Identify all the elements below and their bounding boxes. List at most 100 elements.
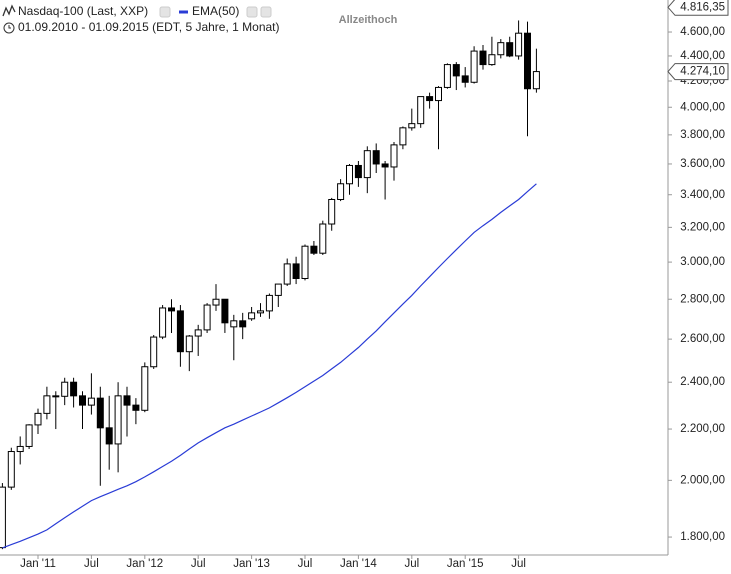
candle-body <box>185 335 193 353</box>
x-tick-label: Jul <box>84 558 99 570</box>
candle-body <box>221 298 229 324</box>
ema-line <box>2 183 537 549</box>
chart-icon <box>2 4 16 17</box>
x-tick-label: Jul <box>191 558 206 570</box>
settings-icon[interactable] <box>159 6 171 18</box>
candle-body <box>176 310 184 353</box>
y-tick-label: 3.800,00 <box>680 129 725 141</box>
candle-body <box>34 412 42 426</box>
y-tick-label: 4.400,00 <box>680 50 725 62</box>
candle-body <box>114 395 122 445</box>
candle-body <box>96 397 104 429</box>
x-tick-label: Jan '15 <box>447 558 484 570</box>
x-tick-label: Jan '13 <box>233 558 270 570</box>
y-tick-label: 3.000,00 <box>680 256 725 268</box>
candle-body <box>248 312 256 320</box>
candle-body <box>265 294 273 312</box>
candle-body <box>257 310 264 314</box>
settings-icon[interactable] <box>246 6 258 18</box>
candle-body <box>79 395 86 406</box>
candle-body <box>372 150 380 165</box>
x-tick-label: Jan '14 <box>340 558 377 570</box>
candle-body <box>212 298 220 306</box>
price-marker <box>667 0 729 16</box>
candle-body <box>203 304 211 331</box>
candle-body <box>239 320 247 328</box>
candle-body <box>194 329 202 337</box>
y-tick-label: 4.000,00 <box>680 101 725 113</box>
x-tick-label: Jul <box>404 558 419 570</box>
candle-body <box>16 445 24 453</box>
candle-body <box>461 75 469 83</box>
candle-body <box>488 54 496 66</box>
candle-body <box>283 263 291 285</box>
y-tick-label: 3.200,00 <box>680 221 725 233</box>
candle-body <box>123 395 131 406</box>
candle-body <box>7 451 15 488</box>
legend-label: EMA(50) <box>192 4 239 18</box>
candle-body <box>230 320 238 328</box>
y-tick-label: 3.600,00 <box>680 158 725 170</box>
close-icon[interactable] <box>260 6 272 18</box>
candle-body <box>301 245 309 279</box>
y-tick-label: 3.400,00 <box>680 189 725 201</box>
candle-body <box>70 381 78 397</box>
candle-body <box>506 42 514 57</box>
price-marker-label: 4.816,35 <box>680 1 725 13</box>
x-tick-label: Jan '11 <box>20 558 56 570</box>
candle-body <box>132 404 140 411</box>
annotation: Allzeithoch <box>339 14 398 26</box>
y-tick-label: 2.400,00 <box>680 376 725 388</box>
candle-body <box>515 32 523 57</box>
candle-body <box>497 42 505 56</box>
candle-body <box>337 183 345 201</box>
candle-body <box>292 263 300 279</box>
candle-body <box>25 424 33 447</box>
candle-body <box>310 245 318 254</box>
candle-body <box>105 427 113 445</box>
candle-body <box>274 283 282 296</box>
y-tick-label: 1.800,00 <box>680 531 725 543</box>
header-icons <box>2 4 272 34</box>
candle-body <box>61 381 69 397</box>
candle-body <box>532 71 540 90</box>
x-tick-label: Jul <box>511 558 526 570</box>
candle-body <box>452 64 460 77</box>
candle-body <box>470 50 478 83</box>
candle-body <box>443 64 451 88</box>
candle-body <box>354 164 362 179</box>
clock-hands <box>8 25 11 29</box>
price-marker-label: 4.274,10 <box>680 66 725 78</box>
candle-body <box>426 96 434 102</box>
subtitle: 01.09.2010 - 01.09.2015 (EDT, 5 Jahre, 1… <box>18 20 280 34</box>
chart-title: Nasdaq-100 (Last, XXP) <box>18 4 148 18</box>
candle-body <box>0 486 6 549</box>
candle-body <box>417 96 425 125</box>
candle-body <box>479 50 487 66</box>
clock-icon <box>3 22 15 34</box>
candle-body <box>159 307 167 338</box>
candle-body <box>524 32 531 90</box>
candle-body <box>399 127 407 146</box>
y-tick-label: 4.600,00 <box>680 26 725 38</box>
y-tick-label: 2.000,00 <box>680 474 725 486</box>
candle-body <box>363 150 371 179</box>
y-tick-label: 2.800,00 <box>680 293 725 305</box>
candle-body <box>43 395 51 414</box>
price-marker <box>667 63 729 81</box>
candle-body <box>346 164 353 185</box>
candle-body <box>319 223 327 254</box>
candle-body <box>168 307 175 312</box>
x-tick-label: Jul <box>298 558 313 570</box>
candle-body <box>52 395 60 398</box>
candle-body <box>408 123 416 129</box>
candle-body <box>381 163 389 168</box>
candle-body <box>435 86 442 102</box>
y-tick-label: 2.600,00 <box>680 333 725 345</box>
candle-body <box>87 397 95 406</box>
candle-body <box>390 144 398 168</box>
y-tick-label: 2.200,00 <box>680 423 725 435</box>
candle-body <box>141 366 149 411</box>
